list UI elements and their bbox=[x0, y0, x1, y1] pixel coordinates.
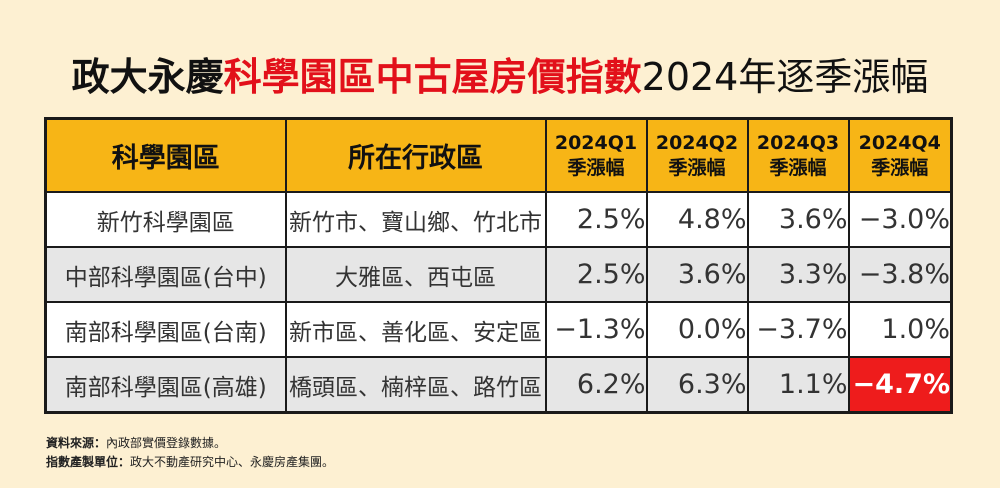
header-q4-line1: 2024Q4 bbox=[858, 131, 941, 154]
table-header-row: 科學園區 所在行政區 2024Q1 季漲幅 2024Q2 季漲幅 2024Q3 季漲幅… bbox=[44, 117, 953, 193]
header-q1-line1: 2024Q1 bbox=[554, 131, 638, 154]
cell-district: 新竹市、寶山鄉、竹北市 bbox=[284, 191, 547, 248]
cell-park: 南部科學園區(高雄) bbox=[44, 356, 287, 414]
header-q3: 2024Q3 季漲幅 bbox=[746, 117, 850, 193]
source-label: 資料來源： bbox=[46, 436, 107, 450]
source-note: 資料來源：內政部實價登錄數據。 bbox=[46, 434, 334, 453]
source-text: 內政部實價登錄數據。 bbox=[106, 436, 227, 450]
header-q2: 2024Q2 季漲幅 bbox=[645, 117, 749, 193]
title-prefix: 政大永慶 bbox=[71, 55, 224, 99]
header-q3-line1: 2024Q3 bbox=[756, 131, 840, 154]
cell-value: 3.6% bbox=[645, 246, 749, 303]
cell-value: 0.0% bbox=[645, 301, 749, 358]
cell-value: −3.7% bbox=[746, 301, 850, 358]
cell-district: 橋頭區、楠梓區、路竹區 bbox=[284, 356, 547, 414]
cell-park: 新竹科學園區 bbox=[44, 191, 287, 248]
cell-value: 3.6% bbox=[746, 191, 850, 248]
cell-value: −1.3% bbox=[544, 301, 648, 358]
cell-park: 南部科學園區(台南) bbox=[44, 301, 287, 358]
cell-park: 中部科學園區(台中) bbox=[44, 246, 287, 303]
cell-value-highlighted: −4.7% bbox=[847, 356, 953, 414]
table-row: 南部科學園區(高雄) 橋頭區、楠梓區、路竹區 6.2% 6.3% 1.1% −4… bbox=[44, 356, 953, 414]
header-district: 所在行政區 bbox=[284, 117, 547, 193]
producer-note: 指數產製單位：政大不動產研究中心、永慶房產集團。 bbox=[46, 453, 334, 472]
header-q3-line2: 季漲幅 bbox=[769, 156, 827, 179]
cell-value: 1.1% bbox=[746, 356, 850, 414]
cell-value: 6.3% bbox=[645, 356, 749, 414]
producer-text: 政大不動產研究中心、永慶房產集團。 bbox=[130, 455, 335, 469]
price-index-table: 科學園區 所在行政區 2024Q1 季漲幅 2024Q2 季漲幅 2024Q3 季漲幅… bbox=[44, 117, 953, 414]
table-row: 南部科學園區(台南) 新市區、善化區、安定區 −1.3% 0.0% −3.7% … bbox=[44, 301, 953, 358]
cell-value: 4.8% bbox=[645, 191, 749, 248]
header-q2-line1: 2024Q2 bbox=[655, 131, 739, 154]
header-q4: 2024Q4 季漲幅 bbox=[847, 117, 953, 193]
title-highlight: 科學園區中古屋房價指數 bbox=[223, 55, 642, 99]
header-park: 科學園區 bbox=[44, 117, 287, 193]
cell-district: 新市區、善化區、安定區 bbox=[284, 301, 547, 358]
header-q1-line2: 季漲幅 bbox=[567, 156, 625, 179]
page-title: 政大永慶科學園區中古屋房價指數2024年逐季漲幅 bbox=[0, 52, 1000, 102]
table-row: 新竹科學園區 新竹市、寶山鄉、竹北市 2.5% 4.8% 3.6% −3.0% bbox=[44, 191, 953, 248]
cell-value: 1.0% bbox=[847, 301, 953, 358]
header-q4-line2: 季漲幅 bbox=[871, 156, 929, 179]
title-suffix: 2024年逐季漲幅 bbox=[641, 55, 929, 99]
cell-value: 2.5% bbox=[544, 246, 648, 303]
header-q1: 2024Q1 季漲幅 bbox=[544, 117, 648, 193]
cell-value: −3.8% bbox=[847, 246, 953, 303]
cell-value: 2.5% bbox=[544, 191, 648, 248]
cell-value: 6.2% bbox=[544, 356, 648, 414]
cell-value: 3.3% bbox=[746, 246, 850, 303]
cell-value: −3.0% bbox=[847, 191, 953, 248]
table-row: 中部科學園區(台中) 大雅區、西屯區 2.5% 3.6% 3.3% −3.8% bbox=[44, 246, 953, 303]
footnotes: 資料來源：內政部實價登錄數據。 指數產製單位：政大不動產研究中心、永慶房產集團。 bbox=[46, 434, 334, 472]
cell-district: 大雅區、西屯區 bbox=[284, 246, 547, 303]
producer-label: 指數產製單位： bbox=[46, 455, 131, 469]
header-q2-line2: 季漲幅 bbox=[668, 156, 726, 179]
